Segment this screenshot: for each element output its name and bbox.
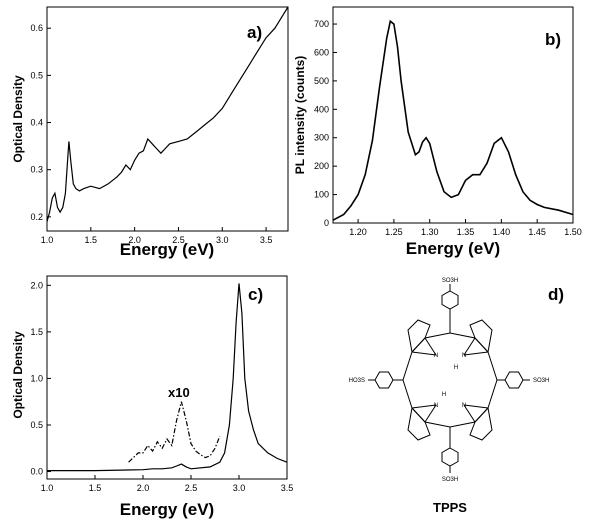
x-tick-label: 2.5 <box>185 483 198 493</box>
panel-b-ticks: 1.20 1.25 1.30 1.35 1.40 1.45 1.50 0 100 200 300 40… <box>314 19 582 237</box>
panel-b-ylabel: PL intensity (counts) <box>293 56 307 174</box>
panel-a-xlabel: Energy (eV) <box>120 240 214 259</box>
y-tick-label: 1.0 <box>30 373 43 383</box>
y-tick-label: 2.0 <box>30 280 43 290</box>
nitrogen-atom: N <box>462 403 466 409</box>
panel-c-letter: c) <box>248 285 263 304</box>
panel-c-series-line-dashdot <box>128 401 221 463</box>
x-tick-label: 1.40 <box>493 227 511 237</box>
panel-b-frame <box>332 6 574 224</box>
panel-a: 1.0 1.5 2.0 2.5 3.0 3.5 0.2 0.3 0.4 0.5 0.6 a) Ene… <box>11 6 289 259</box>
panel-b-series-line <box>332 19 574 221</box>
left-sulfo-label: HO3S <box>349 378 365 384</box>
left-phenyl-ring <box>368 371 403 389</box>
x-tick-label: 3.5 <box>281 483 294 493</box>
y-tick-label: 700 <box>314 19 329 29</box>
panel-a-ylabel: Optical Density <box>11 75 25 163</box>
x-tick-label: 1.35 <box>457 227 475 237</box>
x-tick-label: 3.0 <box>233 483 246 493</box>
y-tick-label: 1.5 <box>30 327 43 337</box>
panel-d-structure: d) SO3H SO3H HO3S SO3H <box>349 278 564 515</box>
porphyrin-core <box>402 319 498 441</box>
x-tick-label: 2.0 <box>137 483 150 493</box>
x-tick-label: 1.5 <box>89 483 102 493</box>
x-tick-label: 1.0 <box>41 483 54 493</box>
top-phenyl-ring <box>441 284 459 333</box>
x-tick-label: 3.5 <box>260 235 273 245</box>
nitrogen-atom: N <box>434 403 438 409</box>
nitrogen-atom: N <box>434 353 438 359</box>
panel-c-ticks: 1.0 1.5 2.0 2.5 3.0 3.5 0.0 0.5 1.0 1.5 2.0 <box>30 280 293 493</box>
y-tick-label: 600 <box>314 47 329 57</box>
bottom-sulfo-label: SO3H <box>442 477 458 483</box>
x-tick-label: 1.20 <box>349 227 367 237</box>
y-tick-label: 0.5 <box>30 70 43 80</box>
top-sulfo-label: SO3H <box>442 278 458 284</box>
x-tick-label: 3.0 <box>216 235 229 245</box>
y-tick-label: 400 <box>314 104 329 114</box>
y-tick-label: 0.4 <box>30 118 43 128</box>
x-tick-label: 1.30 <box>421 227 439 237</box>
panel-d-letter: d) <box>548 285 564 304</box>
x-tick-label: 2.5 <box>172 235 185 245</box>
y-tick-label: 300 <box>314 133 329 143</box>
right-sulfo-label: SO3H <box>533 378 549 384</box>
panel-a-ticks: 1.0 1.5 2.0 2.5 3.0 3.5 0.2 0.3 0.4 0.5 0.6 <box>30 23 272 245</box>
y-tick-label: 0.6 <box>30 23 43 33</box>
panel-a-frame <box>46 6 289 232</box>
y-tick-label: 500 <box>314 76 329 86</box>
right-phenyl-ring <box>497 371 530 389</box>
panel-c-frame <box>46 275 288 480</box>
panel-c-annotation: x10 <box>168 385 190 400</box>
panel-b-letter: b) <box>545 30 561 49</box>
y-tick-label: 200 <box>314 161 329 171</box>
y-tick-label: 0.0 <box>30 467 43 477</box>
panel-b: 1.20 1.25 1.30 1.35 1.40 1.45 1.50 0 100 200 300 40… <box>293 6 582 258</box>
hydrogen-atom: H <box>454 365 458 371</box>
y-tick-label: 100 <box>314 190 329 200</box>
y-tick-label: 0 <box>324 218 329 228</box>
panel-b-xlabel: Energy (eV) <box>406 239 500 258</box>
x-tick-label: 1.50 <box>564 227 582 237</box>
x-tick-label: 1.0 <box>41 235 54 245</box>
hydrogen-atom: H <box>442 392 446 398</box>
panel-c: 1.0 1.5 2.0 2.5 3.0 3.5 0.0 0.5 1.0 1.5 2.0 x10 c)… <box>11 275 293 519</box>
panel-a-series-line <box>46 6 289 222</box>
panel-c-ylabel: Optical Density <box>11 331 25 419</box>
structure-name: TPPS <box>433 500 467 515</box>
panel-c-xlabel: Energy (eV) <box>120 500 214 519</box>
panel-c-series-line-solid <box>47 283 288 472</box>
bottom-phenyl-ring <box>441 427 459 473</box>
nitrogen-atom: N <box>462 353 466 359</box>
x-tick-label: 2.0 <box>128 235 141 245</box>
x-tick-label: 1.45 <box>528 227 546 237</box>
y-tick-label: 0.2 <box>30 212 43 222</box>
panel-a-letter: a) <box>247 23 262 42</box>
x-tick-label: 1.5 <box>85 235 98 245</box>
y-tick-label: 0.3 <box>30 165 43 175</box>
y-tick-label: 0.5 <box>30 420 43 430</box>
x-tick-label: 1.25 <box>385 227 403 237</box>
